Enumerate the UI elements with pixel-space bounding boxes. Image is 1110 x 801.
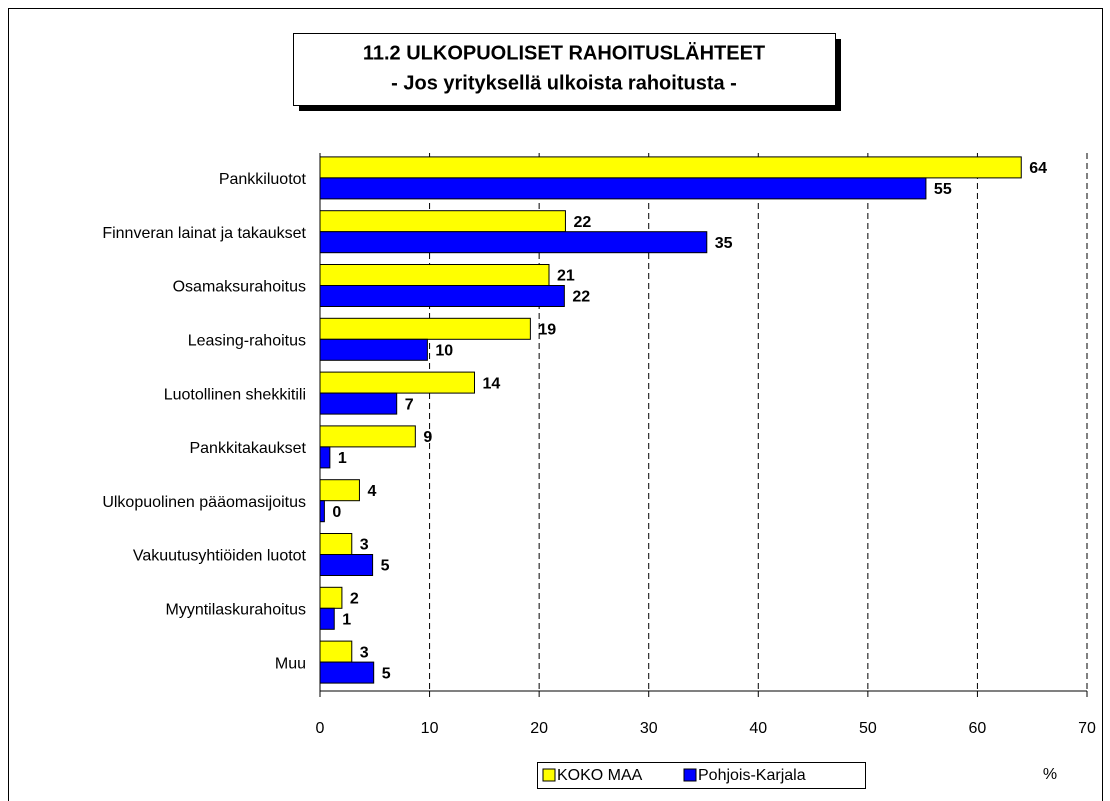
legend-swatch — [542, 768, 556, 782]
data-label: 3 — [360, 644, 369, 661]
bar — [319, 371, 475, 394]
data-label: 64 — [1029, 160, 1047, 177]
data-label: 22 — [573, 214, 591, 231]
bar — [319, 479, 360, 502]
x-tick-label: 40 — [749, 720, 767, 737]
x-tick-label: 0 — [316, 720, 325, 737]
y-tick-label: Myyntilaskurahoitus — [166, 602, 307, 619]
legend-swatch — [683, 768, 697, 782]
data-label: 19 — [538, 322, 556, 339]
y-tick-label: Luotollinen shekkitili — [164, 386, 306, 403]
y-tick-label: Vakuutusyhtiöiden luotot — [133, 548, 307, 565]
bar — [319, 317, 531, 340]
bar — [319, 586, 343, 609]
bar — [319, 500, 325, 523]
bar — [319, 661, 375, 684]
legend-label: KOKO MAA — [557, 767, 643, 784]
title-box — [293, 33, 836, 106]
y-tick-label: Muu — [275, 655, 306, 672]
x-tick-label: 20 — [530, 720, 548, 737]
y-tick-label: Ulkopuolinen pääomasijoitus — [102, 494, 306, 511]
data-label: 5 — [381, 558, 390, 575]
data-label: 1 — [342, 612, 351, 629]
data-label: 2 — [350, 591, 359, 608]
bar — [319, 425, 416, 448]
legend-box — [537, 762, 866, 789]
data-label: 35 — [715, 235, 733, 252]
data-label: 0 — [332, 504, 341, 521]
y-tick-label: Pankkiluotot — [219, 171, 307, 188]
chart-title: 11.2 ULKOPUOLISET RAHOITUSLÄHTEET — [363, 41, 765, 64]
data-label: 3 — [360, 537, 369, 554]
y-tick-label: Finnveran lainat ja takaukset — [102, 225, 306, 242]
bar — [319, 338, 428, 361]
data-label: 14 — [482, 375, 500, 392]
y-tick-label: Pankkitakaukset — [189, 440, 306, 457]
data-label: 10 — [435, 343, 453, 360]
bar — [319, 231, 708, 254]
bar — [319, 392, 398, 415]
data-label: 55 — [934, 181, 952, 198]
chart-border — [8, 8, 1103, 801]
data-label: 22 — [572, 289, 590, 306]
bar — [319, 446, 331, 469]
x-tick-label: 50 — [859, 720, 877, 737]
chart-subtitle: - Jos yrityksellä ulkoista rahoitusta - — [391, 72, 737, 94]
x-axis-label: % — [1043, 766, 1057, 783]
x-tick-label: 70 — [1078, 720, 1096, 737]
x-tick-label: 30 — [640, 720, 658, 737]
data-label: 4 — [367, 483, 376, 500]
y-tick-label: Osamaksurahoitus — [173, 279, 306, 296]
bar — [319, 607, 335, 630]
x-tick-label: 60 — [969, 720, 987, 737]
bar — [319, 554, 374, 576]
bar — [319, 533, 353, 555]
data-label: 9 — [423, 429, 432, 446]
bar — [319, 264, 550, 286]
data-label: 5 — [382, 665, 391, 682]
legend-label: Pohjois-Karjala — [698, 767, 806, 784]
y-tick-label: Leasing-rahoitus — [188, 333, 306, 350]
data-label: 1 — [338, 450, 347, 467]
bar — [319, 156, 1022, 179]
data-label: 21 — [557, 268, 575, 285]
bar — [319, 177, 927, 200]
bar — [319, 640, 353, 663]
data-label: 7 — [405, 396, 414, 413]
bar — [319, 210, 566, 233]
bar — [319, 285, 565, 307]
x-tick-label: 10 — [421, 720, 439, 737]
